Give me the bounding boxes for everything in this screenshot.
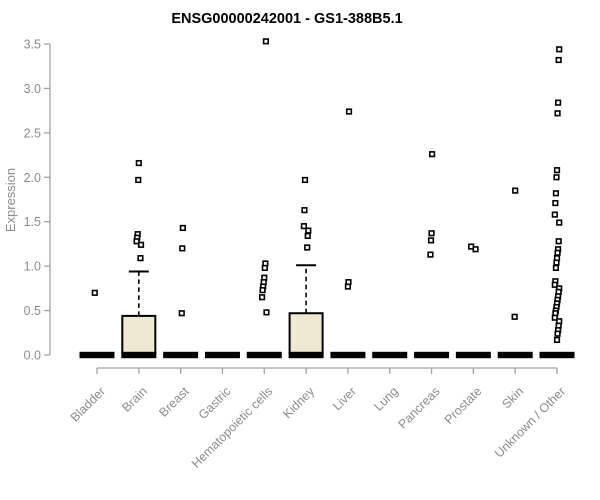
data-point <box>553 174 560 181</box>
data-point <box>304 232 311 240</box>
x-tick-label: Prostate <box>442 384 485 427</box>
box <box>121 314 157 355</box>
median-bar <box>497 351 533 359</box>
data-point <box>427 237 435 244</box>
median-bar <box>204 351 240 359</box>
median-bar <box>163 351 199 359</box>
data-point <box>555 238 562 245</box>
data-point <box>554 330 561 337</box>
data-point <box>556 46 563 53</box>
data-point <box>553 259 560 266</box>
median-bar <box>414 351 450 359</box>
y-tick-label: 0.0 <box>24 349 41 363</box>
data-point <box>555 99 562 106</box>
x-tick-label: Hematopoietic cells <box>189 384 276 471</box>
data-point <box>553 167 561 174</box>
data-point <box>512 187 519 194</box>
x-tick-label: Unknown / Other <box>492 384 568 460</box>
data-point <box>345 108 353 115</box>
data-point <box>472 246 479 253</box>
box <box>288 312 324 355</box>
data-point <box>554 110 561 117</box>
data-point <box>511 313 518 320</box>
data-point <box>554 249 561 256</box>
median-bar <box>372 351 408 359</box>
median-bar <box>288 351 324 359</box>
data-point <box>551 281 558 288</box>
data-point <box>300 223 308 230</box>
x-tick-label: Kidney <box>280 384 317 421</box>
y-tick-label: 3.0 <box>24 82 41 96</box>
data-point <box>551 314 558 321</box>
data-point <box>301 207 308 214</box>
median-bar <box>539 351 575 359</box>
data-point <box>555 56 562 64</box>
median-bar <box>79 351 115 359</box>
y-tick-label: 2.0 <box>24 171 41 185</box>
x-tick-label: Gastric <box>196 384 234 422</box>
data-point <box>262 38 270 45</box>
median-bar <box>455 351 491 359</box>
data-point <box>179 245 186 252</box>
data-point <box>429 151 436 158</box>
data-point <box>179 224 186 232</box>
y-tick-label: 2.5 <box>24 126 41 140</box>
chart-title: ENSG00000242001 - GS1-388B5.1 <box>171 11 402 27</box>
data-point <box>552 264 560 272</box>
data-point <box>263 309 270 316</box>
data-point <box>137 255 144 262</box>
data-point <box>428 230 435 237</box>
x-tick-label: Brain <box>119 384 150 415</box>
data-point <box>556 219 563 226</box>
data-point <box>551 211 558 218</box>
y-tick-label: 3.5 <box>24 38 41 52</box>
data-point <box>91 289 98 296</box>
x-tick-label: Pancreas <box>395 384 442 431</box>
median-bar <box>330 351 366 359</box>
y-tick-label: 0.5 <box>24 304 41 318</box>
y-tick-label: 1.0 <box>24 260 41 274</box>
data-point <box>553 336 561 343</box>
y-axis-label: Expression <box>3 168 18 232</box>
data-point <box>133 238 140 245</box>
x-tick-label: Breast <box>156 384 192 420</box>
data-point <box>135 176 142 184</box>
data-point <box>552 199 559 207</box>
data-point <box>259 287 266 294</box>
x-tick-label: Skin <box>499 384 526 411</box>
data-point <box>261 264 268 272</box>
data-point <box>301 176 309 184</box>
data-point <box>304 244 311 251</box>
data-point <box>137 241 145 248</box>
y-tick-label: 1.5 <box>24 215 41 229</box>
median-bar <box>121 351 157 359</box>
median-bar <box>246 351 282 359</box>
data-point <box>427 251 434 258</box>
x-tick-label: Lung <box>371 384 401 414</box>
data-point <box>258 294 266 301</box>
data-point <box>135 159 142 167</box>
x-tick-label: Bladder <box>68 384 108 424</box>
data-point <box>552 190 560 197</box>
x-tick-label: Liver <box>330 384 359 413</box>
data-point <box>344 283 352 290</box>
data-point <box>305 227 312 234</box>
data-point <box>178 310 185 317</box>
plot-marks <box>79 38 575 359</box>
axes: 0.0 0.5 1.0 1.5 2.0 2.5 3.0 3.5 Bladder Brain Brea… <box>24 38 569 471</box>
